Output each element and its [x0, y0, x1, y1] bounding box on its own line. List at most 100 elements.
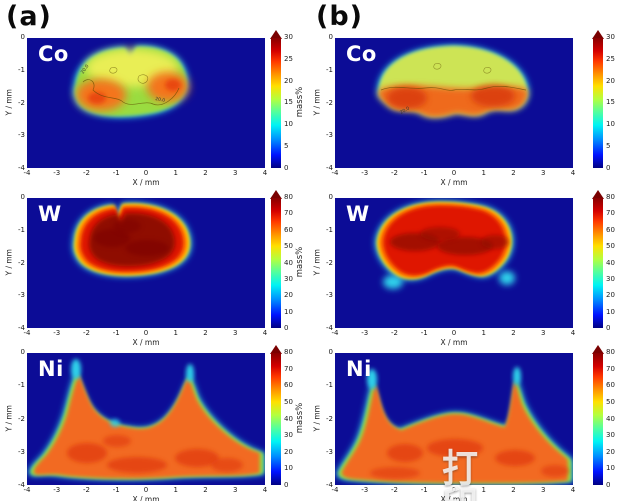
heatmap-plot-a-ni: Ni	[27, 353, 265, 485]
w-blob-b	[375, 201, 515, 289]
colorbar-gradient	[593, 353, 603, 485]
tick-label: 50	[284, 242, 293, 251]
x-axis-label: X / mm	[440, 178, 468, 187]
heatmap-plot-a-co: 20.0 20.0 Co	[27, 38, 265, 168]
tick-label: 10	[606, 120, 615, 129]
tick-label: 30	[284, 274, 293, 283]
tick-label: 20	[284, 447, 293, 456]
element-label-w: W	[38, 202, 62, 226]
tick-label: -2	[18, 258, 25, 267]
tick-label: 15	[284, 98, 293, 107]
tick-label: -4	[18, 164, 25, 172]
w-map-b	[375, 201, 515, 289]
y-axis-ticks: 0 -1 -2 -3 -4	[11, 34, 25, 172]
contour-label: 20.0	[155, 96, 166, 104]
tick-label: -2	[326, 98, 333, 107]
tick-label: -4	[331, 486, 339, 494]
tick-label: -4	[23, 329, 31, 337]
tick-label: 5	[284, 142, 289, 151]
tick-label: 1	[173, 486, 178, 494]
tick-label: 0	[20, 348, 25, 356]
tick-label: -3	[326, 131, 333, 140]
tick-label: 0	[606, 324, 611, 332]
colorbar-gradient	[271, 198, 281, 328]
heatmap-plot-a-w: W	[27, 198, 265, 328]
colorbar-ticks: 0 10 20 30 40 50 60 70 80	[284, 194, 293, 332]
colorbar-unit-label: mass%	[295, 402, 305, 434]
ni-map-a	[28, 359, 265, 480]
tick-label: 80	[606, 193, 615, 201]
y-axis-ticks: 0 -1 -2 -3 -4	[319, 194, 333, 332]
tick-label: -1	[420, 329, 428, 337]
tick-label: -1	[420, 486, 428, 494]
y-axis-ticks: 0 -1 -2 -3 -4	[11, 349, 25, 489]
tick-label: -3	[361, 329, 369, 337]
tick-label: 60	[284, 381, 293, 390]
tick-label: 15	[606, 98, 615, 107]
colorbar-unit-label: mass%	[295, 246, 305, 278]
colorbar-a-co: 0 5 10 15 20 25 30 mass%	[270, 30, 311, 176]
tick-label: -4	[23, 486, 31, 494]
tick-label: 0	[143, 169, 149, 177]
tick-label: 40	[284, 414, 293, 423]
tick-label: 70	[284, 209, 293, 218]
x-axis-ticks: -4 -3 -2 -1 0 1 2 3 4	[20, 170, 272, 177]
colorbar-ticks: 0 5 10 15 20 25 30	[606, 34, 615, 172]
colorbar-a-ni: 0 10 20 30 40 50 60 70 80 mass%	[270, 345, 311, 493]
tick-label: 25	[284, 54, 293, 63]
co-map-b: 20.0	[376, 45, 530, 118]
tick-label: 50	[606, 397, 615, 406]
tick-label: 3	[233, 329, 238, 337]
co-blob-a: 20.0 20.0	[72, 45, 189, 118]
tick-label: -4	[331, 329, 339, 337]
y-axis-ticks: 0 -1 -2 -3 -4	[319, 34, 333, 172]
tick-label: -4	[326, 324, 333, 332]
colorbar-gradient	[271, 38, 281, 168]
tick-label: 70	[284, 364, 293, 373]
tick-label: 4	[570, 329, 576, 337]
colorbar-max-arrow-icon	[270, 30, 282, 39]
tick-label: -1	[18, 381, 25, 390]
colorbar-max-arrow-icon	[592, 30, 604, 39]
x-axis-ticks: -4 -3 -2 -1 0 1 2 3 4	[20, 330, 272, 337]
tick-label: -2	[83, 329, 90, 337]
tick-label: 0	[606, 163, 611, 172]
tick-label: 3	[233, 169, 238, 177]
column-label-b: (b)	[316, 1, 364, 32]
tick-label: 4	[262, 486, 268, 494]
contour-label: 20.0	[80, 63, 91, 75]
tick-label: -1	[18, 225, 25, 234]
tick-label: 20	[284, 291, 293, 300]
tick-label: 0	[284, 481, 289, 489]
tick-label: 0	[284, 163, 289, 172]
column-label-a: (a)	[6, 1, 52, 32]
tick-label: 2	[511, 486, 516, 494]
tick-label: -4	[18, 481, 25, 489]
y-axis-ticks: 0 -1 -2 -3 -4	[11, 194, 25, 332]
tick-label: -2	[326, 258, 333, 267]
tick-label: -4	[23, 169, 31, 177]
heatmap-plot-b-co: 20.0 Co	[335, 38, 573, 168]
ni-blob-a	[28, 359, 265, 480]
w-blob-a	[72, 202, 192, 277]
x-axis-label: X / mm	[132, 495, 160, 501]
x-axis-label: X / mm	[132, 338, 160, 347]
y-axis-ticks: 0 -1 -2 -3 -4	[319, 349, 333, 489]
tick-label: 3	[541, 486, 546, 494]
tick-label: 0	[20, 193, 25, 201]
tick-label: 1	[481, 329, 486, 337]
tick-label: -2	[326, 414, 333, 423]
tick-label: 20	[606, 291, 615, 300]
tick-label: 0	[451, 169, 457, 177]
tick-label: 20	[284, 76, 293, 85]
tick-label: -4	[326, 164, 333, 172]
tick-label: 0	[451, 486, 457, 494]
x-axis-ticks: -4 -3 -2 -1 0 1 2 3 4	[328, 170, 580, 177]
tick-label: -1	[112, 169, 120, 177]
tick-label: 3	[541, 329, 546, 337]
colorbar-a-w: 0 10 20 30 40 50 60 70 80 mass%	[270, 190, 311, 336]
tick-label: 40	[284, 258, 293, 267]
tick-label: 70	[606, 209, 615, 218]
